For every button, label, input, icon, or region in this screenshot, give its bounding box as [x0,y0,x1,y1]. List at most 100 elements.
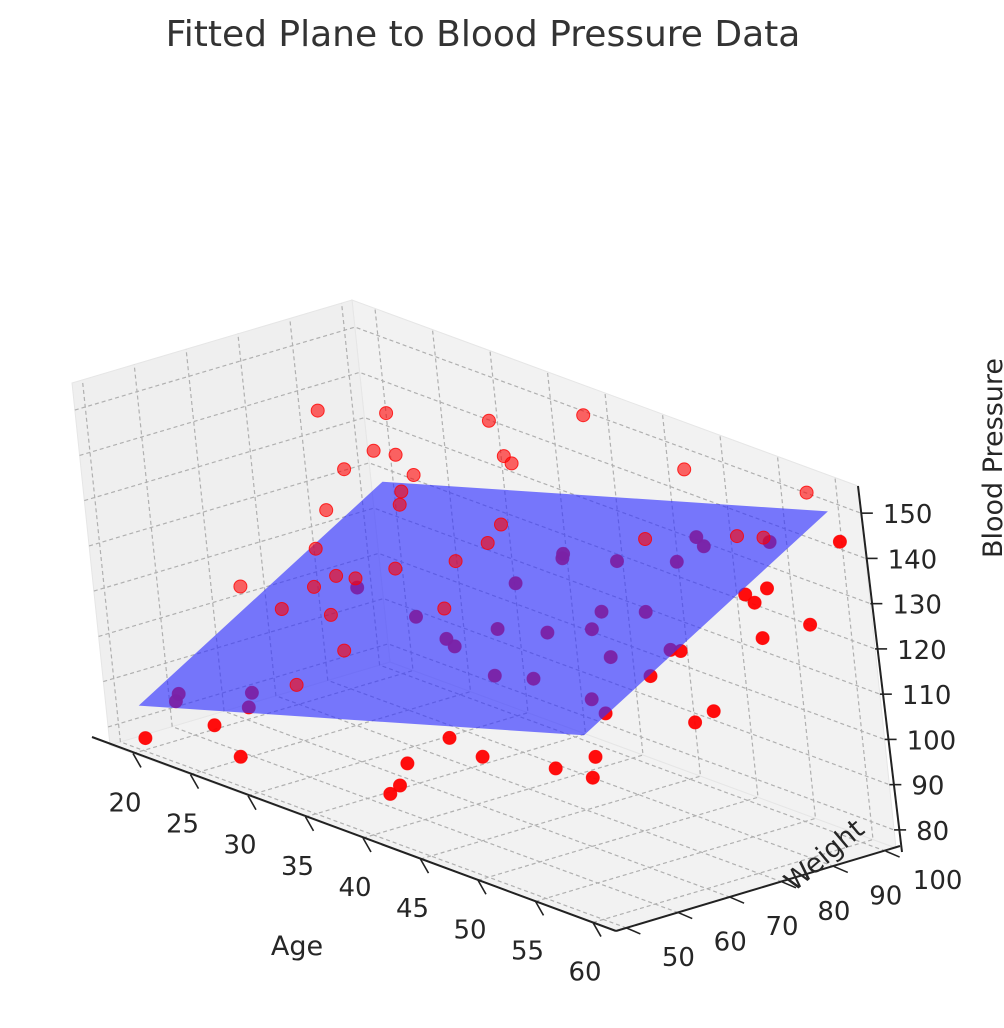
y-tick-label: 50 [662,943,695,973]
data-point [755,631,770,646]
fitted-plane [138,481,828,736]
data-point [233,749,248,764]
x-tick-label: 55 [511,936,544,966]
data-point [747,595,762,610]
data-point [329,568,344,583]
data-point [366,443,381,458]
chart-title: Fitted Plane to Blood Pressure Data [165,14,801,55]
grid-line-x [247,350,529,797]
data-point [274,602,289,616]
grid-line-x [535,456,817,902]
data-point [308,541,323,556]
grid-line-z [93,507,881,695]
data-point [576,408,591,423]
data-point [730,529,744,544]
data-point [207,718,222,733]
z-tick-label: 90 [911,772,944,802]
data-point [688,715,703,730]
data-point [406,468,421,482]
data-point [448,554,463,569]
x-tick-label: 50 [453,915,486,945]
z-axis-label: Blood Pressure [978,358,1004,558]
data-point [233,579,248,594]
z-axis-line [857,485,903,853]
data-point [388,447,403,462]
x-tick-label: 20 [108,788,141,818]
z-tick-label: 100 [907,726,957,756]
data-point [400,756,415,771]
data-point [310,403,325,418]
x-tick [247,795,257,811]
data-point [832,534,847,549]
y-tick-label: 80 [817,897,850,927]
data-point [548,761,563,776]
x-tick [419,858,430,874]
grid-line-y [133,364,679,914]
data-point [756,530,771,545]
data-point [337,462,352,477]
grid-line-z [107,643,895,831]
data-point [494,517,508,532]
x-tick [304,816,315,832]
data-point [383,786,398,801]
data-point [480,536,495,550]
grid-line-z [103,597,890,786]
data-point [442,730,457,745]
y-tick-label: 100 [913,866,963,896]
x-tick-label: 40 [338,873,371,903]
z-tick-label: 110 [902,681,952,711]
data-point [392,497,407,512]
x-tick [477,879,487,895]
data-point [138,731,153,746]
data-point [738,587,753,602]
data-point [481,413,496,428]
y-tick-label: 70 [766,912,799,942]
y-tick [626,927,641,935]
y-tick-label: 90 [869,881,902,911]
grid-line-x [305,371,587,818]
data-point [348,571,363,586]
x-tick [592,922,602,937]
grid-line-x [190,329,472,776]
points-in-front-of-plane [233,403,814,692]
fitted-plane-surface [138,481,828,736]
data-point [760,581,774,596]
grid-line-y [81,379,627,929]
y-tick [885,850,900,858]
x-tick [534,901,545,916]
data-point [319,503,334,518]
data-point [585,770,600,785]
x-tick-label: 45 [396,894,429,924]
y-axis-line [615,845,901,932]
data-point [588,749,603,764]
data-point [475,749,490,764]
axis-lines [91,485,907,937]
x-tick [189,774,200,789]
data-point [307,579,321,594]
data-point [437,601,452,616]
x-axis-line [91,736,617,932]
x-tick-label: 60 [568,958,601,988]
data-point [393,778,407,793]
y-tick [781,881,797,889]
data-point [394,484,409,499]
data-point [504,456,519,471]
data-point [706,704,721,719]
z-tick-label: 130 [892,591,942,621]
y-tick [677,911,693,920]
grid-line-x [132,308,414,755]
data-point [289,677,304,692]
data-point [677,462,692,477]
grid-line-z [79,371,866,559]
x-axis-label: Age [271,931,323,962]
data-point [803,617,818,632]
data-point [323,607,338,622]
data-point [379,406,394,421]
z-tick-label: 80 [916,817,949,847]
x-tick-label: 25 [166,810,199,840]
x-tick [362,837,372,853]
grid-line-z [98,552,885,740]
y-tick [833,865,849,874]
data-point [799,485,814,500]
